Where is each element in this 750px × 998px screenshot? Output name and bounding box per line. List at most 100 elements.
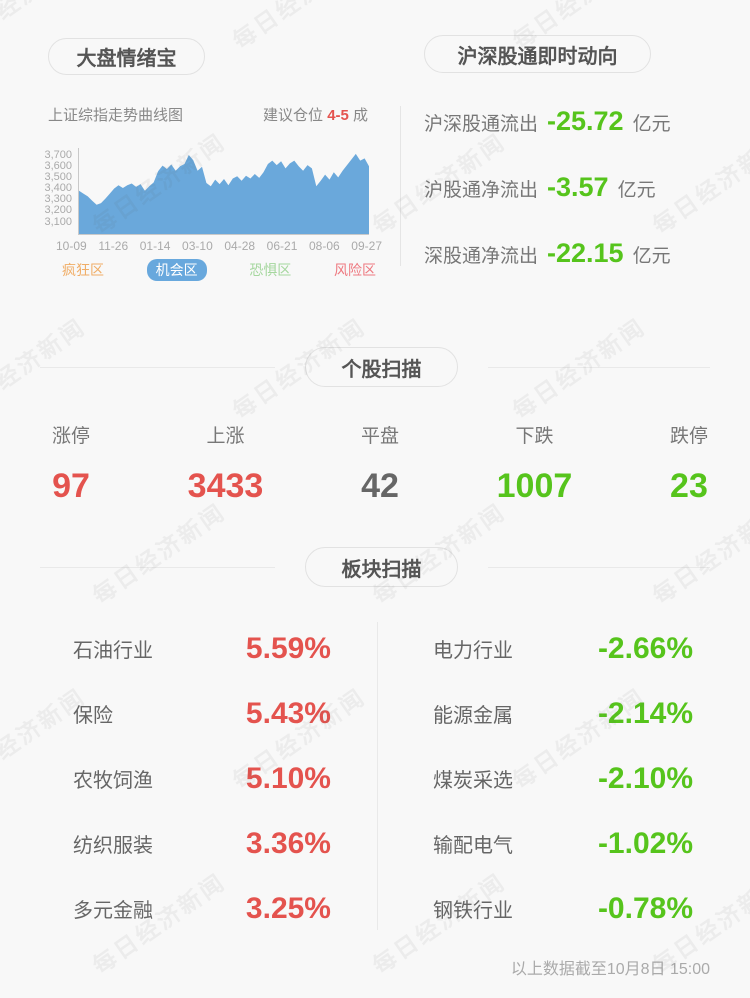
stat-value: 1007 xyxy=(496,467,573,505)
sector-losers-column: 电力行业 -2.66% 能源金属 -2.14% 煤炭采选 -2.10% 输配电气… xyxy=(433,616,693,941)
advice-value: 4-5 xyxy=(327,107,349,124)
sector-name: 钢铁行业 xyxy=(433,900,513,922)
stat-value: 42 xyxy=(361,467,399,505)
northbound-flow-row: 沪股通净流出 -3.57 亿元 xyxy=(424,172,671,210)
sector-change: -2.14% xyxy=(597,696,693,730)
panel-title-market-sentiment: 大盘情绪宝 xyxy=(48,38,205,75)
x-tick-label: 03-10 xyxy=(182,239,213,253)
y-tick-label: 3,700 xyxy=(44,148,72,161)
section-divider-right xyxy=(488,367,710,368)
stat-label: 下跌 xyxy=(515,426,554,447)
stat-value: 3433 xyxy=(187,467,264,505)
sector-name: 多元金融 xyxy=(73,900,153,922)
chart-title: 上证综指走势曲线图 xyxy=(48,107,184,124)
x-tick-label: 11-26 xyxy=(98,239,129,253)
advice-prefix: 建议仓位 xyxy=(263,107,324,124)
section-divider-right xyxy=(488,567,710,568)
y-tick-label: 3,300 xyxy=(44,193,72,206)
sector-change: 5.43% xyxy=(245,696,331,730)
stat-value: 23 xyxy=(670,467,708,505)
stock-scan-stat: 平盘 42 xyxy=(361,424,399,506)
section-title-stock-scan: 个股扫描 xyxy=(305,347,458,387)
northbound-flow-list: 沪深股通流出 -25.72 亿元 沪股通净流出 -3.57 亿元 深股通净流出 … xyxy=(424,106,671,304)
sector-name: 输配电气 xyxy=(433,835,513,857)
flow-unit: 亿元 xyxy=(617,180,656,201)
stock-scan-stat: 跌停 23 xyxy=(670,424,708,506)
section-divider-left xyxy=(40,567,275,568)
legend-zone-item[interactable]: 恐惧区 xyxy=(249,262,292,278)
position-advice: 建议仓位 4-5 成 xyxy=(263,104,368,125)
sector-row: 纺织服装 3.36% xyxy=(73,811,331,876)
section-divider-left xyxy=(40,367,275,368)
sector-name: 石油行业 xyxy=(73,640,153,662)
legend-zone-item[interactable]: 风险区 xyxy=(333,262,376,278)
stat-label: 上涨 xyxy=(206,426,245,447)
sector-change: -2.66% xyxy=(597,631,693,665)
stat-label: 跌停 xyxy=(669,426,708,447)
flow-label: 沪股通净流出 xyxy=(424,180,539,201)
y-tick-label: 3,500 xyxy=(44,170,72,183)
sector-change: -1.02% xyxy=(597,826,693,860)
panel-title-northbound-flow: 沪深股通即时动向 xyxy=(424,35,651,73)
sentiment-zone-legend: 疯狂区 机会区 恐惧区 风险区 xyxy=(62,259,376,281)
x-tick-label: 09-27 xyxy=(351,239,382,253)
sector-change: 5.59% xyxy=(245,631,331,665)
sector-change: 3.25% xyxy=(245,891,331,925)
advice-suffix: 成 xyxy=(353,107,369,124)
legend-zone-item[interactable]: 机会区 xyxy=(146,259,207,281)
sector-name: 煤炭采选 xyxy=(433,770,513,792)
chart-x-axis: 10-09 11-26 01-14 03-10 04-28 06-21 08-06 09-27 xyxy=(56,239,382,253)
sector-row: 保险 5.43% xyxy=(73,681,331,746)
y-tick-label: 3,200 xyxy=(44,204,72,217)
flow-unit: 亿元 xyxy=(632,114,671,135)
sector-change: 3.36% xyxy=(245,826,331,860)
flow-value: -25.72 xyxy=(547,106,624,136)
stat-value: 97 xyxy=(52,467,90,505)
flow-value: -22.15 xyxy=(547,238,624,268)
sector-row: 煤炭采选 -2.10% xyxy=(433,746,693,811)
stock-scan-stat: 涨停 97 xyxy=(52,424,90,506)
stat-label: 平盘 xyxy=(360,426,399,447)
northbound-flow-row: 沪深股通流出 -25.72 亿元 xyxy=(424,106,671,144)
sector-name: 农牧饲渔 xyxy=(73,770,153,792)
data-cutoff-note: 以上数据截至10月8日 15:00 xyxy=(510,961,710,978)
sector-change: -0.78% xyxy=(597,891,693,925)
section-title-sector-scan: 板块扫描 xyxy=(305,547,458,587)
x-tick-label: 08-06 xyxy=(308,239,340,253)
stock-scan-stat: 上涨 3433 xyxy=(188,424,264,506)
flow-unit: 亿元 xyxy=(632,246,671,267)
sector-change: -2.10% xyxy=(597,761,693,795)
sector-name: 能源金属 xyxy=(433,705,513,727)
sector-row: 农牧饲渔 5.10% xyxy=(73,746,331,811)
sector-row: 能源金属 -2.14% xyxy=(433,681,693,746)
legend-zone-item[interactable]: 疯狂区 xyxy=(62,262,104,278)
sector-row: 输配电气 -1.02% xyxy=(433,811,693,876)
index-trend-area-chart[interactable] xyxy=(78,148,369,235)
area-series xyxy=(79,153,369,234)
y-tick-label: 3,400 xyxy=(44,182,72,194)
x-tick-label: 10-09 xyxy=(56,239,87,253)
stock-scan-stats: 涨停 97 上涨 3433 平盘 42 下跌 1007 跌停 23 xyxy=(52,424,708,506)
y-tick-label: 3,100 xyxy=(44,215,72,228)
sector-row: 石油行业 5.59% xyxy=(73,616,331,681)
flow-value: -3.57 xyxy=(547,172,609,202)
x-tick-label: 06-21 xyxy=(266,239,298,253)
sector-gainers-column: 石油行业 5.59% 保险 5.43% 农牧饲渔 5.10% 纺织服装 3.36… xyxy=(73,616,331,941)
sector-row: 电力行业 -2.66% xyxy=(433,616,693,681)
stat-label: 涨停 xyxy=(52,426,91,447)
flow-label: 沪深股通流出 xyxy=(424,114,539,135)
top-vertical-divider xyxy=(400,106,401,266)
sector-row: 钢铁行业 -0.78% xyxy=(433,876,693,941)
y-tick-label: 3,600 xyxy=(44,159,72,172)
sector-change: 5.10% xyxy=(245,761,331,795)
flow-label: 深股通净流出 xyxy=(424,246,539,267)
stock-scan-stat: 下跌 1007 xyxy=(497,424,573,506)
sector-name: 保险 xyxy=(73,705,113,727)
sector-vertical-divider xyxy=(377,622,378,930)
sector-row: 多元金融 3.25% xyxy=(73,876,331,941)
x-tick-label: 04-28 xyxy=(224,239,256,253)
x-tick-label: 01-14 xyxy=(139,239,171,253)
sector-name: 纺织服装 xyxy=(73,835,153,857)
